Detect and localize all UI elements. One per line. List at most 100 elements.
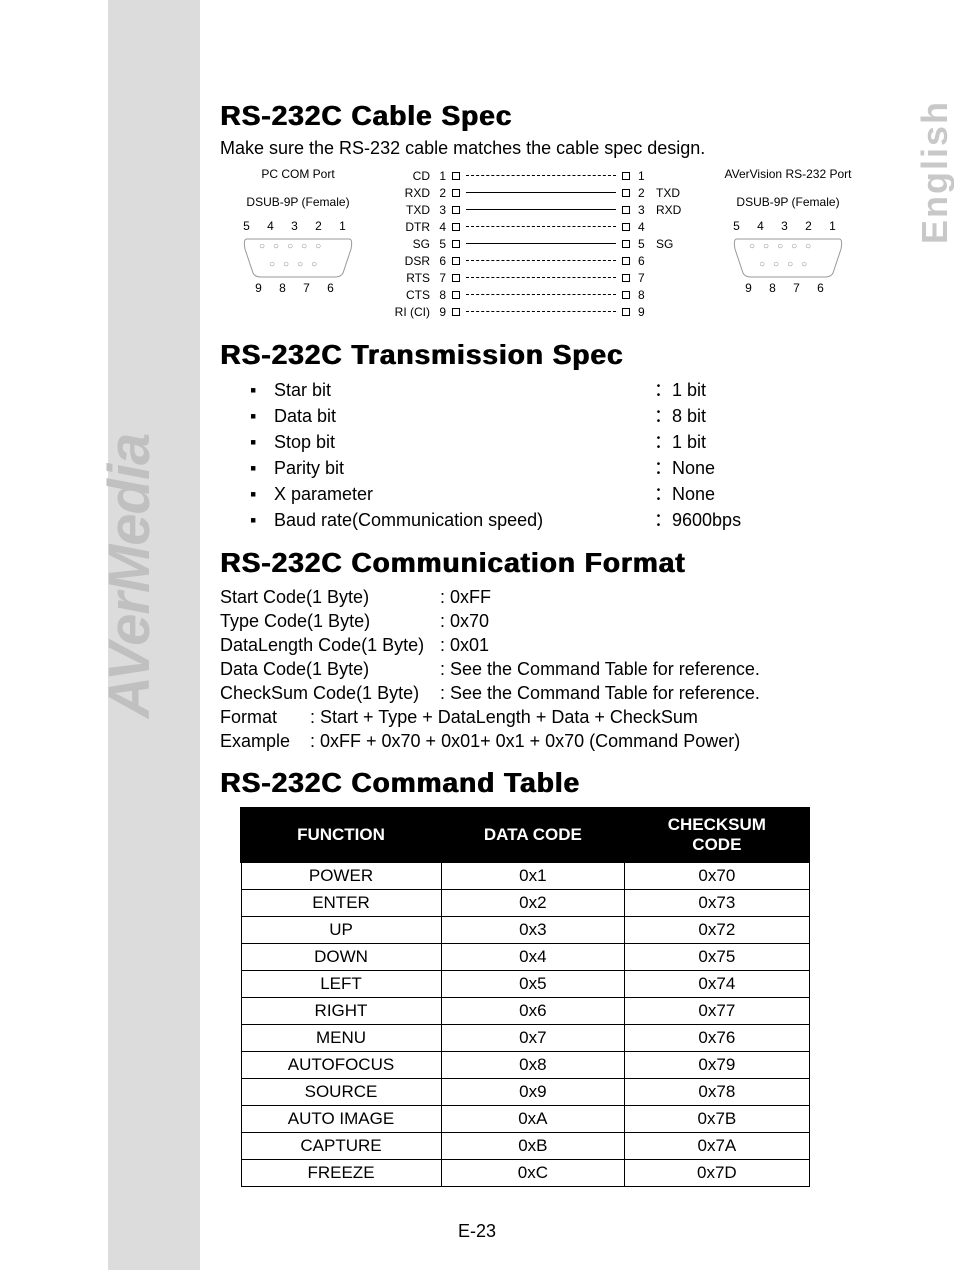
pin-row: RXD22TXD	[386, 184, 686, 201]
comm-format-block: Start Code(1 Byte): 0xFFType Code(1 Byte…	[220, 585, 860, 753]
example-value: : 0xFF + 0x70 + 0x01+ 0x1 + 0x70 (Comman…	[310, 729, 740, 753]
brand-logo: AVerMedia	[96, 434, 163, 718]
table-cell: 0x75	[625, 944, 809, 971]
table-row: UP0x30x72	[241, 917, 809, 944]
table-cell: 0x2	[441, 890, 625, 917]
heading-cable-spec: RS-232C Cable Spec	[220, 100, 860, 132]
table-cell: 0x6	[441, 998, 625, 1025]
cable-diagram: PC COM Port DSUB-9P (Female) 5 4 3 2 1 ○…	[228, 167, 848, 327]
table-row: AUTOFOCUS0x80x79	[241, 1052, 809, 1079]
table-row: LEFT0x50x74	[241, 971, 809, 998]
table-cell: MENU	[241, 1025, 441, 1052]
pin-row: RTS77	[386, 269, 686, 286]
right-db9-outline: ○○○○○ ○○○○	[733, 235, 843, 279]
pin-row: CTS88	[386, 286, 686, 303]
pin-row: DTR44	[386, 218, 686, 235]
format-value: : Start + Type + DataLength + Data + Che…	[310, 705, 698, 729]
table-cell: 0x5	[441, 971, 625, 998]
left-pins-top: 5 4 3 2 1	[243, 219, 353, 233]
transmission-row: ▪Baud rate(Communication speed)：9600bps	[250, 507, 860, 533]
language-label: English	[914, 100, 954, 244]
table-cell: 0xA	[441, 1106, 625, 1133]
table-cell: 0xC	[441, 1160, 625, 1187]
table-row: POWER0x10x70	[241, 862, 809, 890]
comm-format-row: Type Code(1 Byte): 0x70	[220, 609, 860, 633]
comm-format-row: CheckSum Code(1 Byte): See the Command T…	[220, 681, 860, 705]
cable-spec-intro: Make sure the RS-232 cable matches the c…	[220, 138, 860, 159]
table-cell: 0x77	[625, 998, 809, 1025]
table-cell: AUTOFOCUS	[241, 1052, 441, 1079]
pin-row: CD11	[386, 167, 686, 184]
table-header: DATA CODE	[441, 808, 625, 862]
table-cell: UP	[241, 917, 441, 944]
table-cell: 0x9	[441, 1079, 625, 1106]
table-cell: FREEZE	[241, 1160, 441, 1187]
table-cell: CAPTURE	[241, 1133, 441, 1160]
table-row: AUTO IMAGE0xA0x7B	[241, 1106, 809, 1133]
table-cell: 0x8	[441, 1052, 625, 1079]
table-row: CAPTURE0xB0x7A	[241, 1133, 809, 1160]
table-row: DOWN0x40x75	[241, 944, 809, 971]
table-cell: 0x7A	[625, 1133, 809, 1160]
right-pins-top: 5 4 3 2 1	[733, 219, 843, 233]
heading-command-table: RS-232C Command Table	[220, 767, 860, 799]
table-cell: 0x3	[441, 917, 625, 944]
left-pins-bottom: 9 8 7 6	[243, 281, 353, 295]
comm-format-row: Data Code(1 Byte): See the Command Table…	[220, 657, 860, 681]
right-pins-bottom: 9 8 7 6	[733, 281, 843, 295]
table-row: ENTER0x20x73	[241, 890, 809, 917]
table-cell: POWER	[241, 862, 441, 890]
example-label: Example	[220, 729, 310, 753]
left-connector: PC COM Port DSUB-9P (Female) 5 4 3 2 1 ○…	[228, 167, 368, 295]
table-cell: 0x72	[625, 917, 809, 944]
transmission-row: ▪Stop bit：1 bit	[250, 429, 860, 455]
transmission-row: ▪X parameter：None	[250, 481, 860, 507]
table-row: MENU0x70x76	[241, 1025, 809, 1052]
table-cell: 0x1	[441, 862, 625, 890]
table-cell: 0x73	[625, 890, 809, 917]
left-port-subtitle: DSUB-9P (Female)	[228, 195, 368, 209]
table-cell: SOURCE	[241, 1079, 441, 1106]
table-row: FREEZE0xC0x7D	[241, 1160, 809, 1187]
pin-mapping: CD11RXD22TXDTXD33RXDDTR44SG55SGDSR66RTS7…	[386, 167, 686, 320]
format-label: Format	[220, 705, 310, 729]
pin-row: SG55SG	[386, 235, 686, 252]
table-cell: 0x4	[441, 944, 625, 971]
pin-row: DSR66	[386, 252, 686, 269]
table-cell: 0x7B	[625, 1106, 809, 1133]
right-port-title: AVerVision RS-232 Port	[718, 167, 858, 181]
table-row: SOURCE0x90x78	[241, 1079, 809, 1106]
table-cell: 0x74	[625, 971, 809, 998]
pin-row: TXD33RXD	[386, 201, 686, 218]
table-header: FUNCTION	[241, 808, 441, 862]
left-db9-outline: ○○○○○ ○○○○	[243, 235, 353, 279]
left-port-title: PC COM Port	[228, 167, 368, 181]
heading-transmission-spec: RS-232C Transmission Spec	[220, 339, 860, 371]
table-row: RIGHT0x60x77	[241, 998, 809, 1025]
table-cell: ENTER	[241, 890, 441, 917]
command-table: FUNCTIONDATA CODECHECKSUMCODE POWER0x10x…	[240, 807, 810, 1187]
table-cell: RIGHT	[241, 998, 441, 1025]
table-cell: 0x78	[625, 1079, 809, 1106]
table-cell: 0x70	[625, 862, 809, 890]
table-cell: DOWN	[241, 944, 441, 971]
page-content: RS-232C Cable Spec Make sure the RS-232 …	[220, 100, 860, 1187]
table-cell: LEFT	[241, 971, 441, 998]
table-cell: AUTO IMAGE	[241, 1106, 441, 1133]
page-number: E-23	[0, 1221, 954, 1242]
transmission-row: ▪Star bit：1 bit	[250, 377, 860, 403]
table-cell: 0xB	[441, 1133, 625, 1160]
heading-comm-format: RS-232C Communication Format	[220, 547, 860, 579]
transmission-list: ▪Star bit：1 bit▪Data bit：8 bit▪Stop bit：…	[250, 377, 860, 533]
pin-row: RI (CI)99	[386, 303, 686, 320]
comm-format-row: Start Code(1 Byte): 0xFF	[220, 585, 860, 609]
table-cell: 0x7D	[625, 1160, 809, 1187]
right-connector: AVerVision RS-232 Port DSUB-9P (Female) …	[718, 167, 858, 295]
table-header: CHECKSUMCODE	[625, 808, 809, 862]
comm-format-row: DataLength Code(1 Byte): 0x01	[220, 633, 860, 657]
transmission-row: ▪Parity bit：None	[250, 455, 860, 481]
right-port-subtitle: DSUB-9P (Female)	[718, 195, 858, 209]
transmission-row: ▪Data bit：8 bit	[250, 403, 860, 429]
table-cell: 0x79	[625, 1052, 809, 1079]
table-cell: 0x7	[441, 1025, 625, 1052]
